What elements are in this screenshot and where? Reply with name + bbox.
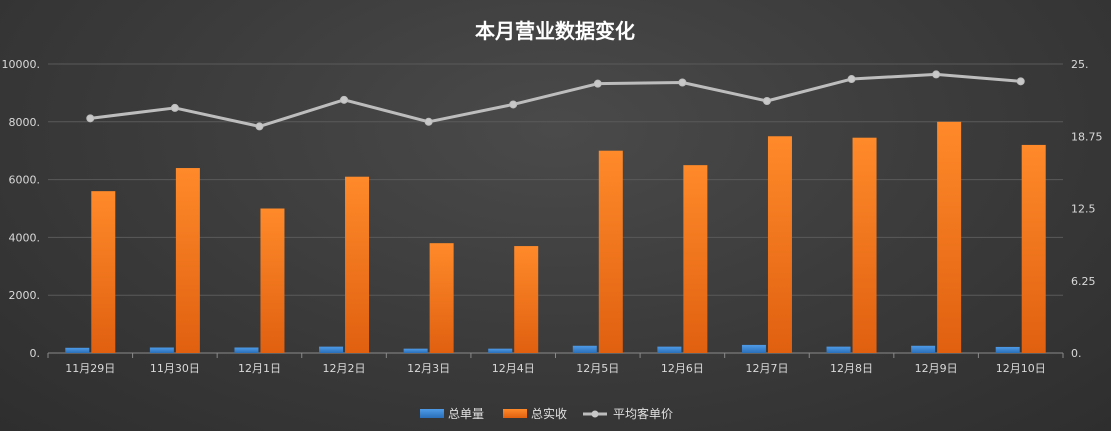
bar-total-orders: [149, 347, 174, 353]
line-point: [255, 122, 264, 131]
x-tick-label: 12月7日: [745, 362, 788, 375]
bar-total-orders: [403, 348, 428, 353]
x-tick-label: 12月10日: [996, 362, 1046, 375]
bar-total-orders: [995, 346, 1020, 353]
y-left-tick-label: 2000.: [9, 289, 41, 302]
axes: 0. 2000. 4000. 6000. 8000. 10000. 0. 6.25 12.5 18…: [2, 58, 1103, 375]
line-point: [170, 103, 179, 112]
line-point: [762, 96, 771, 105]
legend-label: 平均客单价: [613, 406, 673, 421]
line-point: [847, 75, 856, 84]
y-right-tick-label: 18.75: [1071, 130, 1103, 143]
x-tick-label: 12月9日: [915, 362, 958, 375]
bar-total-orders: [234, 347, 259, 353]
legend-swatch-marker: [591, 410, 599, 418]
line-avg-price: [90, 72, 1021, 128]
legend: 总单量 总实收 平均客单价: [420, 406, 673, 421]
bar-total-revenue: [175, 168, 200, 353]
x-tick-label: 12月3日: [407, 362, 450, 375]
bar-total-orders: [319, 346, 344, 353]
line-point: [678, 78, 687, 87]
line-series: [86, 70, 1025, 131]
line-point: [509, 100, 518, 109]
bars: [65, 121, 1046, 353]
bar-total-revenue: [260, 208, 285, 353]
x-tick-label: 11月29日: [65, 362, 115, 375]
line-point: [86, 114, 95, 123]
bar-total-revenue: [937, 121, 962, 353]
legend-swatch: [420, 409, 444, 418]
bar-total-revenue: [767, 136, 792, 353]
line-point: [1016, 77, 1025, 86]
y-left-tick-label: 8000.: [9, 116, 41, 129]
bar-total-revenue: [91, 191, 116, 353]
bar-total-orders: [826, 346, 851, 353]
bar-total-revenue: [429, 243, 454, 353]
legend-swatch: [503, 409, 527, 418]
bar-total-revenue: [514, 246, 539, 353]
y-left-tick-label: 10000.: [2, 58, 41, 71]
bar-total-revenue: [345, 176, 370, 353]
bar-total-revenue: [1021, 144, 1046, 353]
y-right-tick-label: 25.: [1071, 58, 1089, 71]
chart-title: 本月营业数据变化: [475, 19, 635, 43]
y-left-tick-label: 6000.: [9, 174, 41, 187]
bar-total-orders: [657, 346, 682, 353]
x-tick-label: 12月4日: [492, 362, 535, 375]
x-tick-label: 12月8日: [830, 362, 873, 375]
line-point: [424, 117, 433, 126]
legend-label: 总实收: [531, 406, 567, 421]
bar-total-orders: [911, 345, 936, 353]
bar-total-orders: [741, 344, 766, 353]
bar-total-orders: [65, 347, 90, 353]
x-tick-label: 12月1日: [238, 362, 281, 375]
y-right-tick-label: 6.25: [1071, 275, 1096, 288]
grid-lines: [48, 63, 1063, 354]
bar-total-revenue: [598, 150, 623, 353]
x-tick-label: 12月5日: [576, 362, 619, 375]
x-tick-label: 12月6日: [661, 362, 704, 375]
line-point: [593, 79, 602, 88]
line-point: [932, 70, 941, 79]
y-right-tick-label: 0.: [1071, 347, 1082, 360]
y-left-tick-label: 4000.: [9, 231, 41, 244]
line-point: [340, 95, 349, 104]
bar-total-orders: [488, 348, 513, 353]
x-tick-label: 11月30日: [150, 362, 200, 375]
bar-total-orders: [572, 345, 597, 353]
x-tick-label: 12月2日: [323, 362, 366, 375]
bar-total-revenue: [683, 165, 708, 353]
y-right-tick-label: 12.5: [1071, 203, 1096, 216]
legend-label: 总单量: [448, 407, 484, 421]
bar-total-revenue: [852, 137, 877, 353]
y-left-tick-label: 0.: [30, 347, 41, 360]
